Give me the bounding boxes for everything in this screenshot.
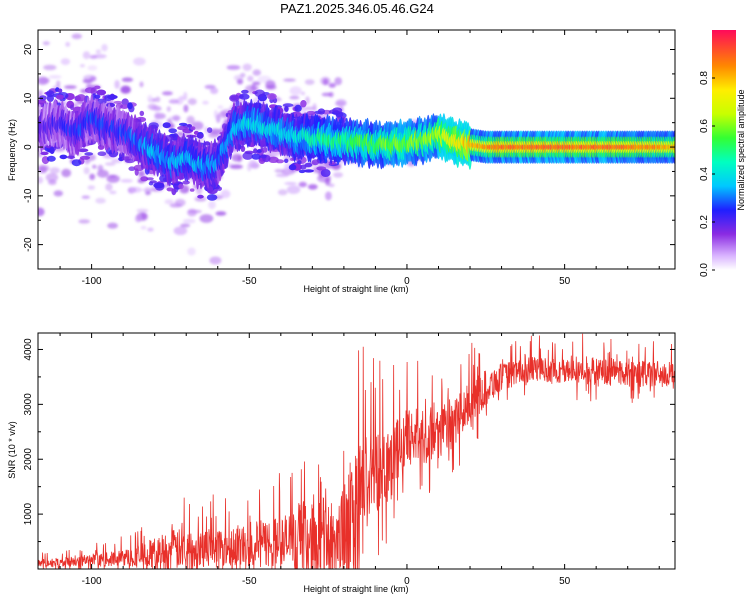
colorbar-tick-label: 0.0 bbox=[699, 263, 710, 277]
colorbar-tick-label: 0.6 bbox=[699, 119, 710, 133]
y-tick-label: -10 bbox=[23, 188, 34, 203]
y-tick-label: 3000 bbox=[23, 393, 34, 416]
snr-panel: -100 -50 0 50 1000 2000 3000 4000 Height of st… bbox=[7, 332, 676, 594]
colorbar-label: Normalized spectral amplitude bbox=[736, 89, 746, 210]
colorbar-tick-label: 0.2 bbox=[699, 215, 710, 229]
spectrogram-x-label: Height of straight line (km) bbox=[303, 284, 408, 294]
snr-y-axis: 1000 2000 3000 4000 bbox=[23, 338, 675, 543]
y-tick-label: 0 bbox=[23, 144, 34, 150]
colorbar: 0.0 0.2 0.4 0.6 0.8 Normalized spectral ampl… bbox=[699, 30, 746, 277]
y-tick-label: 2000 bbox=[23, 448, 34, 471]
snr-frame bbox=[37, 332, 676, 570]
x-tick-label: -50 bbox=[242, 576, 257, 587]
colorbar-tick-label: 0.4 bbox=[699, 167, 710, 181]
x-tick-label: -50 bbox=[242, 276, 257, 287]
x-tick-label: -100 bbox=[82, 576, 102, 587]
colorbar-ticks: 0.0 0.2 0.4 0.6 0.8 bbox=[699, 71, 715, 277]
snr-x-label: Height of straight line (km) bbox=[303, 584, 408, 594]
spectrogram-x-axis: -100 -50 0 50 bbox=[59, 30, 660, 287]
y-tick-label: -20 bbox=[23, 237, 34, 252]
spectrogram-heatmap bbox=[38, 33, 675, 265]
y-tick-label: 4000 bbox=[23, 338, 34, 361]
x-tick-label: -100 bbox=[82, 276, 102, 287]
colorbar-gradient bbox=[712, 30, 736, 270]
x-tick-label: 50 bbox=[559, 276, 571, 287]
spectrogram-ridge bbox=[38, 94, 675, 191]
colorbar-tick-label: 0.8 bbox=[699, 71, 710, 85]
x-tick-label: 50 bbox=[559, 576, 571, 587]
snr-series-line bbox=[38, 333, 675, 569]
y-tick-label: 10 bbox=[23, 92, 34, 104]
x-tick-label: 0 bbox=[404, 276, 410, 287]
chart-title: PAZ1.2025.346.05.46.G24 bbox=[280, 1, 434, 16]
snr-x-axis: -100 -50 0 50 bbox=[59, 333, 660, 587]
spectrogram-y-axis: -20 -10 0 10 20 bbox=[23, 44, 675, 270]
snr-y-label: SNR (10 * v/v) bbox=[7, 421, 17, 479]
x-tick-label: 0 bbox=[404, 576, 410, 587]
spectrogram-frame bbox=[37, 29, 676, 270]
y-tick-label: 1000 bbox=[23, 503, 34, 526]
y-tick-label: 20 bbox=[23, 44, 34, 56]
spectrogram-y-label: Frequency (Hz) bbox=[7, 119, 17, 181]
